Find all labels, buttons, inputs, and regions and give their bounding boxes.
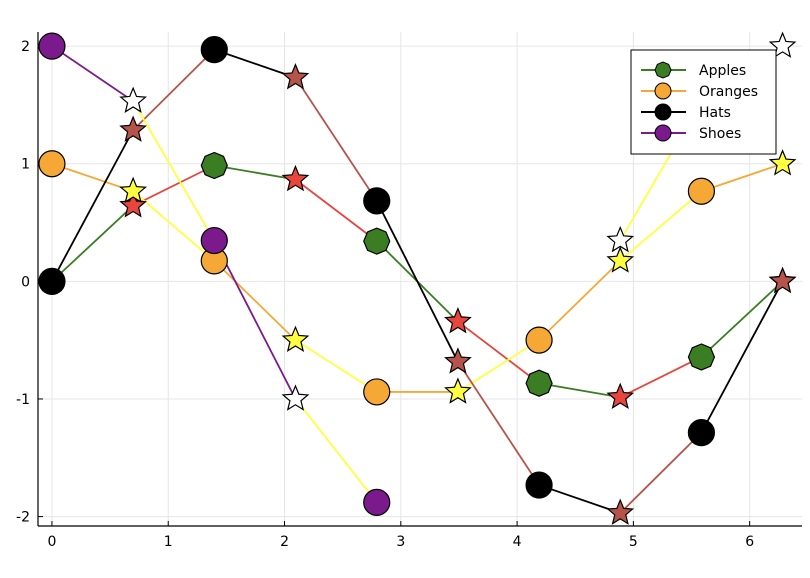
plot-area	[38, 31, 797, 525]
series-oranges-markers	[38, 149, 797, 406]
data-point	[119, 86, 147, 113]
series-segment	[701, 162, 783, 193]
data-point	[768, 149, 797, 176]
data-point	[281, 384, 310, 411]
y-tick-label: -2	[16, 510, 30, 526]
data-point	[363, 227, 391, 255]
series-segment	[132, 164, 215, 207]
series-segment	[132, 190, 215, 262]
data-point	[363, 187, 391, 215]
axes: 0 1 2 3 4 5 6 -2 -1 0 1 2	[16, 32, 802, 550]
series-segment	[457, 361, 540, 486]
legend: Apples Oranges Hats Shoes	[630, 49, 777, 155]
x-tick-label: 0	[47, 534, 56, 550]
series-segment	[51, 129, 134, 282]
series-hats-markers	[38, 36, 797, 525]
data-point	[606, 382, 635, 409]
legend-marker	[654, 103, 672, 121]
series-segment	[619, 431, 703, 514]
series-segment	[213, 48, 296, 79]
series-hats-lines	[51, 48, 784, 514]
data-point	[119, 176, 147, 204]
x-tick-label: 3	[396, 534, 405, 550]
data-point	[687, 343, 716, 371]
series-segment	[294, 77, 378, 202]
series-segment	[294, 398, 378, 503]
series-segment	[700, 280, 784, 434]
legend-marker	[654, 124, 672, 142]
y-tick-label: 0	[21, 274, 30, 290]
legend-label: Shoes	[699, 126, 741, 142]
data-point	[606, 225, 635, 253]
series-segment	[213, 240, 297, 400]
x-tick-label: 4	[513, 534, 522, 550]
data-point	[38, 150, 66, 178]
series-segment	[538, 382, 621, 399]
legend-marker	[654, 82, 672, 100]
data-point	[363, 378, 391, 406]
data-point	[525, 369, 553, 397]
x-tick-label: 6	[745, 534, 754, 550]
data-point	[200, 226, 228, 255]
y-tick-label: -1	[16, 392, 30, 408]
legend-label: Hats	[699, 105, 731, 121]
x-tick-label: 1	[164, 534, 173, 550]
data-point	[281, 164, 310, 192]
y-tick-label: 1	[21, 157, 30, 173]
data-point	[38, 267, 66, 295]
data-point	[606, 498, 635, 525]
data-point	[281, 63, 310, 90]
series-segment	[619, 190, 702, 262]
data-point	[444, 377, 472, 404]
series-segment	[538, 260, 621, 341]
series-segment	[700, 280, 784, 358]
x-tick-label: 2	[280, 534, 289, 550]
data-point	[444, 347, 472, 374]
data-point	[363, 488, 391, 516]
data-point	[525, 471, 553, 499]
series-segment	[51, 205, 134, 283]
legend-label: Oranges	[699, 84, 758, 100]
data-point	[687, 419, 716, 447]
series-segment	[214, 164, 296, 181]
data-point	[281, 325, 310, 352]
data-point	[119, 115, 147, 142]
series-segment	[294, 178, 378, 242]
data-point	[38, 32, 66, 60]
series-segment	[375, 200, 459, 363]
series-segment	[51, 45, 134, 102]
y-tick-label: 2	[21, 39, 30, 55]
legend-label: Apples	[699, 63, 746, 79]
series-segment	[132, 100, 216, 241]
series-segment	[538, 484, 621, 514]
series-segment	[213, 260, 297, 341]
legend-marker	[654, 61, 672, 79]
data-point	[606, 246, 635, 273]
data-point	[525, 326, 553, 354]
series-oranges-lines	[51, 162, 783, 393]
series-segment	[132, 49, 215, 131]
data-point	[687, 177, 716, 205]
data-point	[768, 266, 797, 294]
series-segment	[294, 339, 378, 393]
data-point	[200, 36, 228, 64]
series-segment	[51, 162, 134, 193]
legend-box	[630, 49, 777, 155]
data-point	[200, 151, 228, 180]
x-tick-label: 5	[629, 534, 638, 550]
series-segment	[457, 320, 540, 384]
data-point	[119, 191, 147, 218]
series-segment	[619, 356, 702, 399]
data-point	[444, 306, 472, 334]
